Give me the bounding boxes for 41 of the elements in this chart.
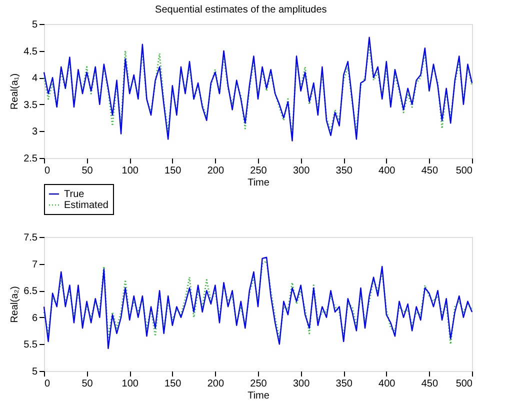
chart-title: Sequential estimates of the amplitudes: [155, 4, 327, 16]
legend-label: True: [64, 189, 85, 200]
x-tick-label: 300: [292, 378, 310, 390]
x-axis-title: Time: [248, 390, 270, 402]
y-tick-label: 3: [32, 126, 38, 138]
x-tick-label: 250: [250, 378, 268, 390]
legend-label: Estimated: [64, 200, 108, 211]
x-tick-label: 0: [44, 378, 50, 390]
y-tick-label: 6: [32, 312, 38, 324]
y-tick-label: 5: [32, 20, 38, 30]
x-tick-label: 300: [292, 166, 310, 176]
y-tick-label: 4.5: [24, 46, 38, 58]
x-tick-label: 400: [378, 166, 396, 176]
y-tick-label: 3.5: [24, 100, 38, 111]
x-axis-title: Time: [248, 178, 270, 188]
y-tick-label: 7.5: [24, 232, 38, 244]
x-tick-label: 0: [44, 166, 50, 176]
y-tick-label: 5: [32, 366, 38, 378]
x-tick-label: 50: [82, 378, 94, 390]
x-tick-label: 250: [250, 166, 268, 176]
x-tick-label: 150: [164, 166, 182, 176]
x-tick-label: 150: [164, 378, 182, 390]
x-tick-label: 200: [207, 166, 224, 176]
x-tick-label: 200: [207, 378, 224, 390]
x-tick-label: 450: [421, 166, 438, 176]
y-tick-label: 4: [32, 73, 38, 84]
x-tick-label: 500: [456, 378, 473, 390]
y-tick-label: 2.5: [24, 154, 38, 164]
y-axis-title: Real(a₂): [10, 286, 21, 323]
x-tick-label: 450: [421, 378, 438, 390]
x-tick-label: 400: [378, 378, 396, 390]
x-tick-label: 100: [122, 166, 139, 176]
y-tick-label: 5.5: [24, 340, 38, 351]
x-tick-label: 500: [456, 166, 473, 176]
y-tick-label: 6.5: [24, 286, 38, 298]
x-tick-label: 100: [122, 378, 139, 390]
x-tick-label: 50: [82, 166, 94, 176]
x-tick-label: 350: [336, 378, 353, 390]
x-tick-label: 350: [336, 166, 353, 176]
y-axis-title: Real(a₁): [10, 73, 21, 110]
y-tick-label: 7: [32, 259, 38, 270]
